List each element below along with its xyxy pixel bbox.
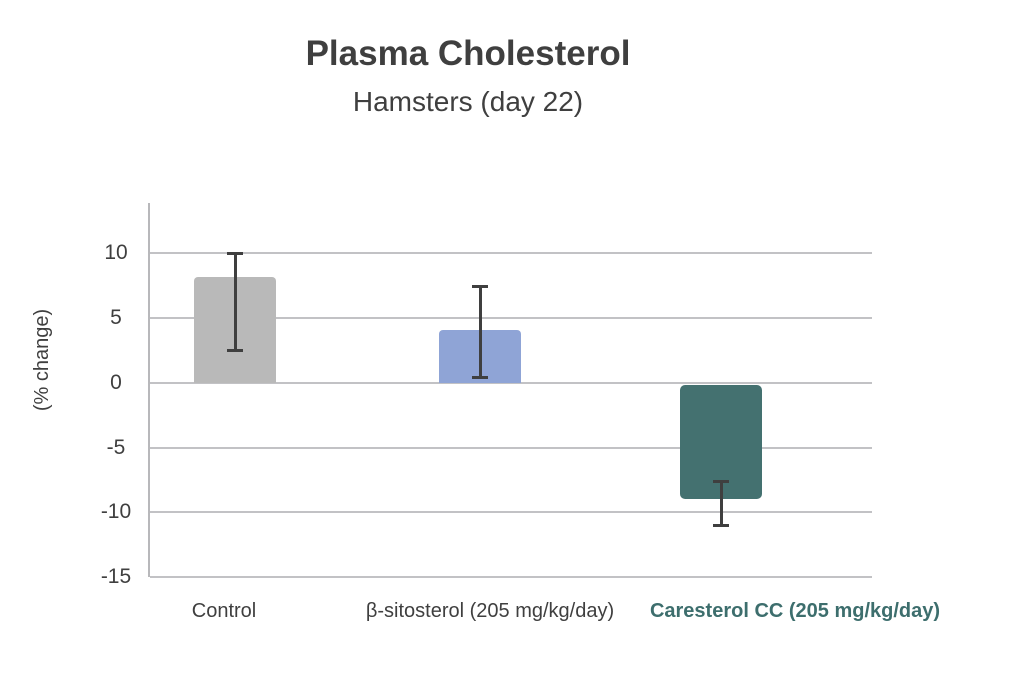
error-bar-stem-beta-sitosterol xyxy=(478,284,482,379)
error-bar-stem-control xyxy=(233,252,237,352)
gridline-5 xyxy=(150,317,872,320)
plot-area xyxy=(148,203,872,578)
gridline--5 xyxy=(150,446,872,449)
x-axis-label-caresterol-cc: Caresterol CC (205 mg/kg/day) xyxy=(649,600,941,622)
y-tick--5: -5 xyxy=(106,435,126,459)
gridline--15 xyxy=(150,576,872,578)
error-bar-cap-bottom-caresterol-cc xyxy=(713,523,729,527)
y-axis-label: (% change) xyxy=(30,308,53,412)
gridline-10 xyxy=(150,252,872,255)
error-bar-control xyxy=(227,252,243,352)
gridline--10 xyxy=(150,511,872,514)
error-bar-cap-bottom-beta-sitosterol xyxy=(472,375,488,379)
error-bar-stem-caresterol-cc xyxy=(719,479,723,527)
error-bar-cap-top-control xyxy=(227,252,243,256)
y-tick-0: 0 xyxy=(110,370,122,394)
y-tick-5: 5 xyxy=(110,306,122,330)
error-bar-cap-top-beta-sitosterol xyxy=(472,284,488,288)
y-tick-10: 10 xyxy=(104,241,128,265)
error-bar-cap-top-caresterol-cc xyxy=(713,479,729,483)
y-tick--10: -10 xyxy=(100,500,132,524)
error-bar-beta-sitosterol xyxy=(472,284,488,379)
x-axis-label-beta-sitosterol: β-sitosterol (205 mg/kg/day) xyxy=(365,600,615,622)
x-axis-label-control: Control xyxy=(191,600,257,622)
chart-subtitle: Hamsters (day 22) xyxy=(352,86,584,117)
gridline-0 xyxy=(150,381,872,384)
error-bar-caresterol-cc xyxy=(713,479,729,527)
error-bar-cap-bottom-control xyxy=(227,348,243,352)
y-tick--15: -15 xyxy=(100,565,132,588)
chart-title: Plasma Cholesterol xyxy=(305,34,631,73)
